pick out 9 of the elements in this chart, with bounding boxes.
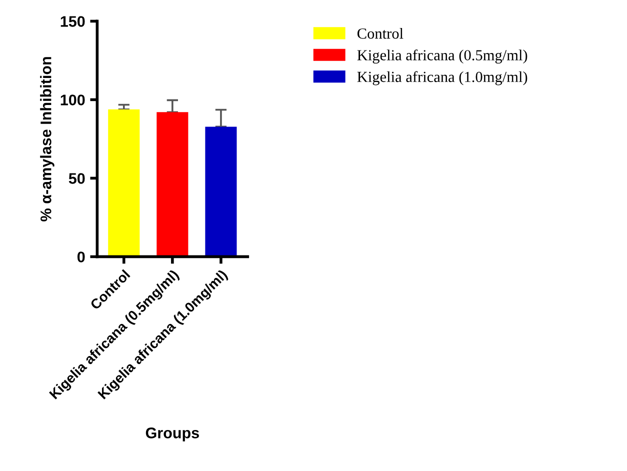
y-tick-label: 150 (60, 16, 85, 27)
y-tick-label: 50 (68, 173, 85, 184)
legend-label: Kigelia africana (0.5mg/ml) (357, 49, 528, 64)
legend-label: Control (357, 28, 404, 39)
y-axis-title: % α-amylase Inhibition (40, 57, 54, 222)
y-tick-label: 0 (77, 252, 85, 262)
x-axis-title: Groups (146, 428, 199, 442)
y-tick-label: 100 (60, 94, 85, 106)
legend-label: Kigelia africana (1.0mg/ml) (357, 71, 528, 86)
